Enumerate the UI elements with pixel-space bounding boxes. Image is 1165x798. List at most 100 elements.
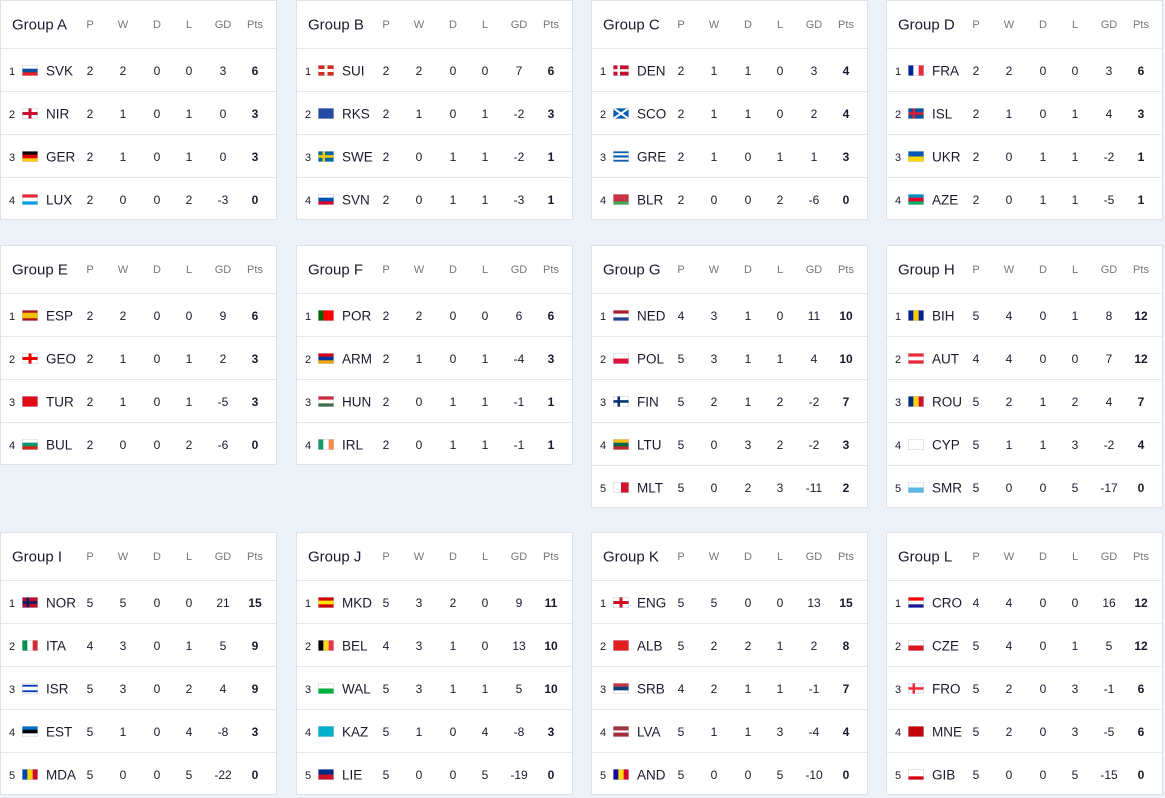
stat: 5 bbox=[677, 351, 685, 366]
stat: 0 bbox=[1039, 308, 1047, 323]
row-separator bbox=[887, 422, 1162, 423]
points: 8 bbox=[842, 638, 850, 653]
team-name: FRO bbox=[932, 681, 961, 696]
stat: 4 bbox=[810, 351, 818, 366]
column-header: W bbox=[1003, 551, 1015, 563]
stat: 0 bbox=[1039, 595, 1047, 610]
flag bbox=[318, 683, 334, 694]
column-header: GD bbox=[510, 264, 528, 276]
team-name: TUR bbox=[46, 394, 74, 409]
flag bbox=[613, 439, 629, 450]
stat: 4 bbox=[86, 638, 94, 653]
stat: 4 bbox=[1005, 308, 1013, 323]
stat: 0 bbox=[1071, 63, 1079, 78]
stat: 3 bbox=[119, 638, 127, 653]
stat: 5 bbox=[119, 595, 127, 610]
rank: 5 bbox=[895, 769, 902, 782]
stat: 0 bbox=[219, 106, 227, 121]
stat: 5 bbox=[1105, 638, 1113, 653]
stat: 2 bbox=[1005, 724, 1013, 739]
flag bbox=[908, 482, 924, 493]
group-table: Group D P W D L GD Pts 1 FRA 2 2 0 0 3 6 2 ISL 2 1 0 1 4 3 3 UKR… bbox=[886, 0, 1163, 220]
points: 6 bbox=[547, 308, 555, 323]
points: 1 bbox=[547, 192, 555, 207]
column-header: L bbox=[1071, 19, 1079, 31]
row-separator bbox=[592, 666, 867, 667]
rank: 2 bbox=[305, 640, 312, 653]
row-separator bbox=[592, 48, 867, 49]
stat: 2 bbox=[972, 106, 980, 121]
flag bbox=[318, 726, 334, 737]
rank: 1 bbox=[600, 310, 607, 323]
flag bbox=[613, 65, 629, 76]
stat: 5 bbox=[677, 638, 685, 653]
row-separator bbox=[1, 666, 276, 667]
team-name: MNE bbox=[932, 724, 962, 739]
team-name: IRL bbox=[342, 437, 364, 452]
points: 10 bbox=[544, 638, 558, 653]
stat: 3 bbox=[415, 681, 423, 696]
stat: 2 bbox=[710, 394, 718, 409]
column-header: GD bbox=[214, 264, 232, 276]
group-table: Group A P W D L GD Pts 1 SVK 2 2 0 0 3 6 2 NIR 2 1 0 1 0 3 3 GER… bbox=[0, 0, 277, 220]
stat: 2 bbox=[744, 480, 752, 495]
stat: 4 bbox=[382, 638, 390, 653]
rank: 3 bbox=[9, 396, 16, 409]
row-separator bbox=[592, 336, 867, 337]
column-header: L bbox=[481, 19, 489, 31]
row-separator bbox=[297, 666, 572, 667]
flag bbox=[908, 396, 924, 407]
stat: 1 bbox=[810, 149, 818, 164]
column-header: W bbox=[117, 551, 129, 563]
stat: 2 bbox=[185, 681, 193, 696]
stat: 2 bbox=[415, 63, 423, 78]
stat: 0 bbox=[744, 192, 752, 207]
points: 0 bbox=[547, 767, 555, 782]
column-header: D bbox=[1039, 551, 1047, 563]
column-header: Pts bbox=[1133, 264, 1149, 276]
stat: 2 bbox=[972, 149, 980, 164]
column-header: L bbox=[185, 19, 193, 31]
points: 1 bbox=[1137, 192, 1145, 207]
team-name: BUL bbox=[46, 437, 73, 452]
stat: 2 bbox=[972, 192, 980, 207]
stat: 1 bbox=[119, 351, 127, 366]
stat: 2 bbox=[710, 681, 718, 696]
stat: -5 bbox=[1103, 724, 1115, 739]
stat: 5 bbox=[382, 724, 390, 739]
stat: 1 bbox=[415, 106, 423, 121]
stat: 0 bbox=[119, 767, 127, 782]
team-name: NIR bbox=[46, 106, 70, 121]
stat: 2 bbox=[1071, 394, 1079, 409]
group-title: Group K bbox=[603, 548, 659, 566]
stat: 0 bbox=[710, 767, 718, 782]
group-table: Group F P W D L GD Pts 1 POR 2 2 0 0 6 6 2 ARM 2 1 0 1 -4 3 3 HU… bbox=[296, 245, 573, 465]
stat: 2 bbox=[1005, 63, 1013, 78]
stat: 0 bbox=[776, 63, 784, 78]
row-separator bbox=[1, 48, 276, 49]
rank: 3 bbox=[305, 683, 312, 696]
flag bbox=[22, 597, 38, 608]
points: 7 bbox=[842, 394, 850, 409]
stat: -8 bbox=[217, 724, 229, 739]
flag bbox=[908, 108, 924, 119]
stat: 1 bbox=[744, 106, 752, 121]
stat: 0 bbox=[153, 351, 161, 366]
points: 3 bbox=[842, 437, 850, 452]
stat: 0 bbox=[119, 437, 127, 452]
points: 4 bbox=[1137, 437, 1145, 452]
stat: 4 bbox=[1005, 595, 1013, 610]
flag bbox=[22, 640, 38, 651]
stat: 0 bbox=[153, 394, 161, 409]
column-header: D bbox=[153, 551, 161, 563]
stat: 0 bbox=[449, 767, 457, 782]
row-separator bbox=[887, 48, 1162, 49]
group-table: Group C P W D L GD Pts 1 DEN 2 1 1 0 3 4 2 SCO 2 1 1 0 2 4 3 GRE… bbox=[591, 0, 868, 220]
team-name: CRO bbox=[932, 595, 962, 610]
stat: 5 bbox=[219, 638, 227, 653]
rank: 1 bbox=[9, 65, 16, 78]
points: 3 bbox=[251, 149, 259, 164]
team-name: LVA bbox=[637, 724, 661, 739]
stat: 0 bbox=[185, 595, 193, 610]
points: 3 bbox=[842, 149, 850, 164]
